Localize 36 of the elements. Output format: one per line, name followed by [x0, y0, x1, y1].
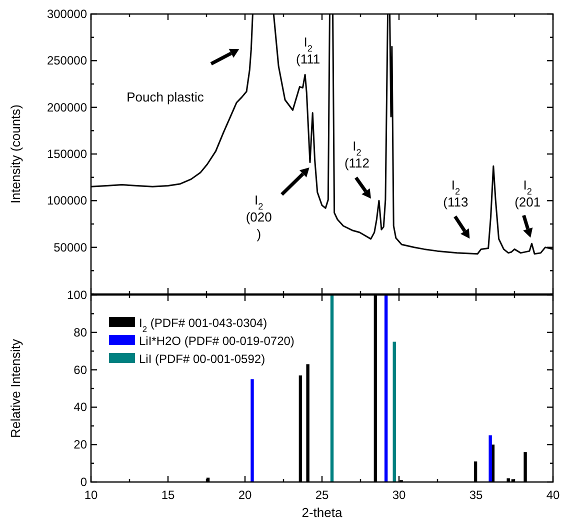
x-tick-label: 10: [84, 488, 98, 502]
y-axis-title: Relative Intensity: [8, 338, 23, 438]
legend-label: LiI (PDF# 00-001-0592): [139, 352, 266, 366]
x-tick-label: 40: [546, 488, 560, 502]
y-tick-label: 60: [74, 362, 88, 377]
annotation: I$_{2}$ (020 ): [246, 192, 272, 242]
y-tick-label: 300000: [46, 7, 88, 21]
annotation: I$_{2}$ (201: [514, 177, 541, 210]
annotation: I$_{2}$ (113: [443, 177, 468, 210]
annotation: I$_{2}$ (111: [296, 34, 320, 67]
y-tick-label: 20: [74, 438, 88, 452]
y-tick-label: 0: [80, 475, 88, 489]
y-tick-label: 100000: [46, 194, 88, 208]
y-tick-label: 250000: [46, 54, 88, 68]
annotation: Pouch plastic: [126, 90, 204, 105]
x-axis-title: 2-theta: [302, 505, 343, 520]
annotation: I$_{2}$ (112: [344, 138, 370, 171]
bar: [488, 435, 492, 482]
bar: [250, 379, 254, 482]
legend-label: I$_{2}$ (PDF# 001-043-0304): [139, 316, 268, 334]
x-tick-label: 25: [315, 488, 329, 502]
y-tick-label: 150000: [46, 147, 88, 161]
x-tick-label: 20: [238, 488, 252, 502]
x-tick-label: 35: [469, 488, 483, 502]
y-tick-label: 100: [66, 288, 88, 302]
y-axis-title: Intensity (counts): [8, 104, 23, 204]
y-tick-label: 50000: [54, 240, 88, 254]
y-tick-label: 40: [74, 400, 88, 414]
bar: [392, 342, 396, 482]
x-tick-label: 30: [392, 488, 406, 502]
bar: [330, 295, 334, 482]
legend-label: LiI*H2O (PDF# 00-019-0720): [139, 334, 294, 348]
y-tick-label: 80: [74, 325, 88, 340]
y-tick-label: 200000: [46, 100, 88, 114]
x-tick-label: 15: [161, 488, 175, 502]
bar: [384, 295, 388, 482]
